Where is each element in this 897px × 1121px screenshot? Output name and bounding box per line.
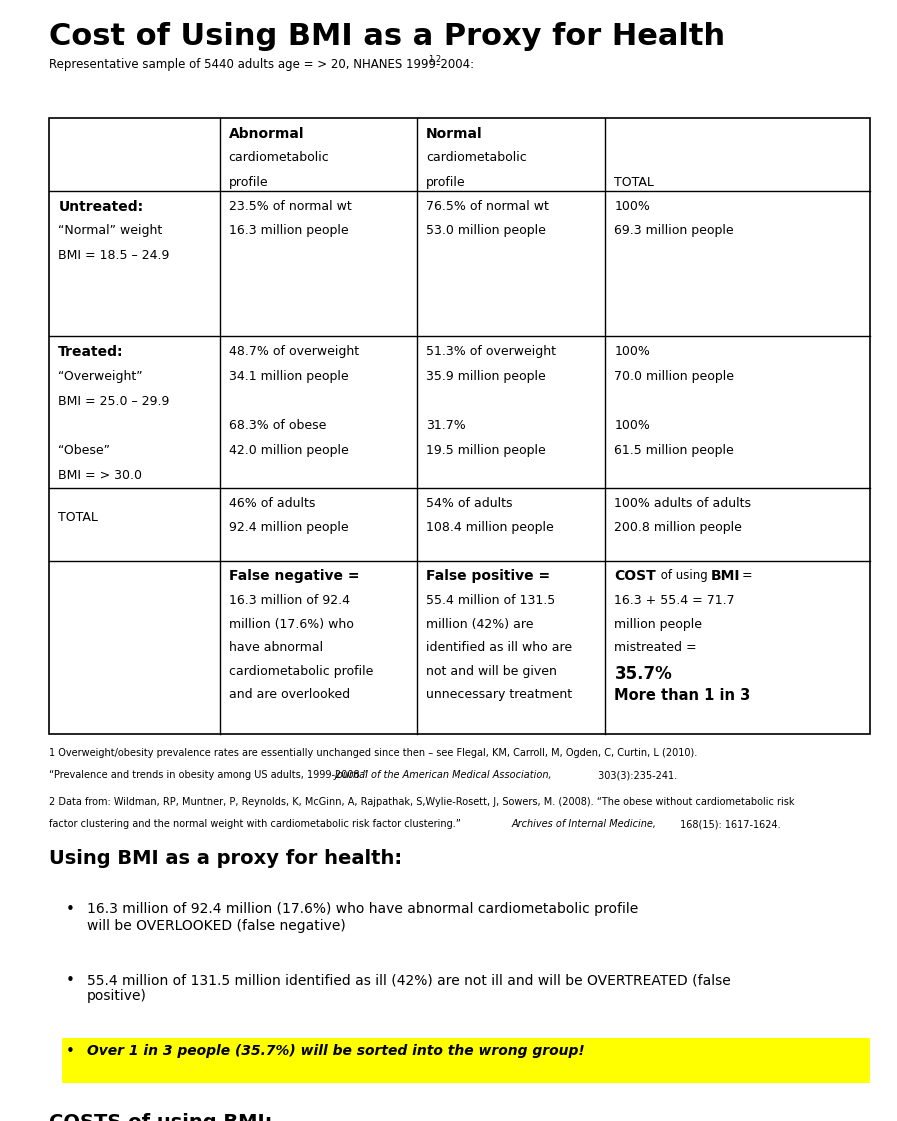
Text: =: =	[738, 569, 753, 583]
Text: 2 Data from: Wildman, RP, Muntner, P, Reynolds, K, McGinn, A, Rajpathak, S,Wylie: 2 Data from: Wildman, RP, Muntner, P, Re…	[49, 797, 795, 807]
Text: cardiometabolic: cardiometabolic	[426, 151, 527, 165]
Text: Abnormal: Abnormal	[229, 127, 304, 140]
Text: Journal of the American Medical Association,: Journal of the American Medical Associat…	[335, 770, 553, 780]
Text: False negative =: False negative =	[229, 569, 359, 583]
FancyBboxPatch shape	[62, 1038, 870, 1083]
Text: 51.3% of overweight: 51.3% of overweight	[426, 345, 556, 359]
Text: 35.7%: 35.7%	[614, 665, 672, 683]
Text: TOTAL: TOTAL	[58, 511, 98, 524]
Text: “Normal” weight: “Normal” weight	[58, 224, 162, 238]
Text: 31.7%: 31.7%	[426, 419, 466, 433]
Text: “Obese”: “Obese”	[58, 444, 110, 457]
Text: profile: profile	[426, 176, 466, 189]
Text: •: •	[65, 973, 74, 988]
Text: 55.4 million of 131.5 million identified as ill (42%) are not ill and will be OV: 55.4 million of 131.5 million identified…	[87, 973, 731, 1003]
Text: Representative sample of 5440 adults age = > 20, NHANES 1999-2004:: Representative sample of 5440 adults age…	[49, 58, 475, 72]
Text: False positive =: False positive =	[426, 569, 550, 583]
Text: 100%: 100%	[614, 419, 650, 433]
Text: Over 1 in 3 people (35.7%) will be sorted into the wrong group!: Over 1 in 3 people (35.7%) will be sorte…	[87, 1044, 585, 1057]
Text: Treated:: Treated:	[58, 345, 124, 359]
Text: have abnormal: have abnormal	[229, 641, 323, 655]
Text: COST: COST	[614, 569, 657, 583]
Text: “Prevalence and trends in obesity among US adults, 1999-2008.”: “Prevalence and trends in obesity among …	[49, 770, 374, 780]
Text: Using BMI as a proxy for health:: Using BMI as a proxy for health:	[49, 849, 403, 868]
Text: 23.5% of normal wt: 23.5% of normal wt	[229, 200, 352, 213]
Text: cardiometabolic profile: cardiometabolic profile	[229, 665, 373, 678]
Text: Normal: Normal	[426, 127, 483, 140]
Text: •: •	[65, 902, 74, 917]
Text: COSTS of using BMI:: COSTS of using BMI:	[49, 1113, 273, 1121]
Text: BMI = > 30.0: BMI = > 30.0	[58, 469, 143, 482]
Text: 303(3):235-241.: 303(3):235-241.	[595, 770, 677, 780]
Text: 35.9 million people: 35.9 million people	[426, 370, 546, 383]
Text: 48.7% of overweight: 48.7% of overweight	[229, 345, 359, 359]
Text: 61.5 million people: 61.5 million people	[614, 444, 735, 457]
Text: 100%: 100%	[614, 200, 650, 213]
Text: unnecessary treatment: unnecessary treatment	[426, 688, 572, 702]
Text: 34.1 million people: 34.1 million people	[229, 370, 348, 383]
Text: 19.5 million people: 19.5 million people	[426, 444, 546, 457]
Text: •: •	[65, 1044, 74, 1058]
Text: 46% of adults: 46% of adults	[229, 497, 315, 510]
Text: 69.3 million people: 69.3 million people	[614, 224, 734, 238]
Text: BMI = 25.0 – 29.9: BMI = 25.0 – 29.9	[58, 395, 170, 408]
Text: More than 1 in 3: More than 1 in 3	[614, 688, 751, 703]
Text: 53.0 million people: 53.0 million people	[426, 224, 546, 238]
Text: not and will be given: not and will be given	[426, 665, 557, 678]
Text: BMI = 18.5 – 24.9: BMI = 18.5 – 24.9	[58, 249, 170, 262]
Text: 92.4 million people: 92.4 million people	[229, 521, 348, 535]
Text: 76.5% of normal wt: 76.5% of normal wt	[426, 200, 549, 213]
Text: 1,2: 1,2	[428, 55, 441, 64]
Text: Untreated:: Untreated:	[58, 200, 144, 213]
Text: profile: profile	[229, 176, 268, 189]
Text: mistreated =: mistreated =	[614, 641, 697, 655]
Text: 16.3 million people: 16.3 million people	[229, 224, 348, 238]
Text: 16.3 million of 92.4 million (17.6%) who have abnormal cardiometabolic profile
w: 16.3 million of 92.4 million (17.6%) who…	[87, 902, 639, 933]
Text: BMI: BMI	[710, 569, 740, 583]
Text: “Overweight”: “Overweight”	[58, 370, 143, 383]
Text: 54% of adults: 54% of adults	[426, 497, 512, 510]
Text: 16.3 million of 92.4: 16.3 million of 92.4	[229, 594, 350, 608]
Text: 100%: 100%	[614, 345, 650, 359]
Text: Archives of Internal Medicine,: Archives of Internal Medicine,	[511, 819, 657, 830]
Text: 70.0 million people: 70.0 million people	[614, 370, 735, 383]
Text: 55.4 million of 131.5: 55.4 million of 131.5	[426, 594, 555, 608]
Text: cardiometabolic: cardiometabolic	[229, 151, 329, 165]
Text: million people: million people	[614, 618, 702, 631]
Text: 1 Overweight/obesity prevalence rates are essentially unchanged since then – see: 1 Overweight/obesity prevalence rates ar…	[49, 748, 698, 758]
Text: 68.3% of obese: 68.3% of obese	[229, 419, 327, 433]
Text: TOTAL: TOTAL	[614, 176, 654, 189]
Text: 42.0 million people: 42.0 million people	[229, 444, 349, 457]
Bar	[49, 118, 870, 734]
Text: of using: of using	[657, 569, 711, 583]
Text: 168(15): 1617-1624.: 168(15): 1617-1624.	[677, 819, 781, 830]
Text: factor clustering and the normal weight with cardiometabolic risk factor cluster: factor clustering and the normal weight …	[49, 819, 461, 830]
Text: 200.8 million people: 200.8 million people	[614, 521, 743, 535]
Text: 16.3 + 55.4 = 71.7: 16.3 + 55.4 = 71.7	[614, 594, 735, 608]
Text: Cost of Using BMI as a Proxy for Health: Cost of Using BMI as a Proxy for Health	[49, 22, 726, 52]
Text: 100% adults of adults: 100% adults of adults	[614, 497, 752, 510]
Text: million (42%) are: million (42%) are	[426, 618, 534, 631]
Text: and are overlooked: and are overlooked	[229, 688, 350, 702]
Text: identified as ill who are: identified as ill who are	[426, 641, 572, 655]
Text: million (17.6%) who: million (17.6%) who	[229, 618, 353, 631]
Text: 108.4 million people: 108.4 million people	[426, 521, 553, 535]
